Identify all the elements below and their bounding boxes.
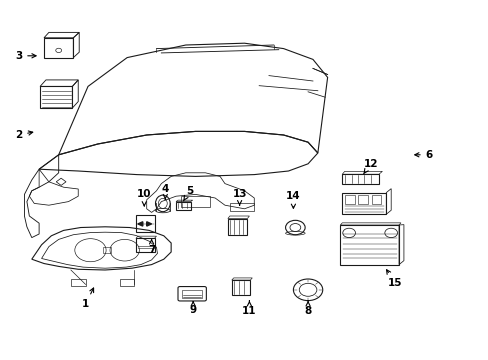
Bar <box>71 279 85 286</box>
Bar <box>340 225 398 265</box>
Bar <box>120 279 134 286</box>
Text: 4: 4 <box>161 184 169 199</box>
Bar <box>136 238 154 252</box>
Bar <box>358 195 367 204</box>
Text: 14: 14 <box>285 191 300 208</box>
Bar <box>342 193 386 214</box>
Text: 6: 6 <box>414 150 432 160</box>
Text: 3: 3 <box>15 51 36 61</box>
Polygon shape <box>146 222 151 226</box>
Bar <box>371 195 381 204</box>
Text: 5: 5 <box>183 186 193 201</box>
Text: 8: 8 <box>304 301 311 316</box>
Bar <box>102 247 111 253</box>
Text: 9: 9 <box>189 302 196 315</box>
Text: 12: 12 <box>363 159 377 174</box>
Polygon shape <box>138 222 142 226</box>
Text: 13: 13 <box>232 189 246 205</box>
Bar <box>227 219 247 235</box>
Bar <box>176 202 190 210</box>
Bar <box>345 195 354 204</box>
Text: 7: 7 <box>147 239 155 255</box>
Text: 2: 2 <box>15 130 33 140</box>
Bar <box>342 174 378 184</box>
Text: 15: 15 <box>386 270 402 288</box>
Bar <box>44 38 73 58</box>
Bar <box>136 215 154 232</box>
Text: 1: 1 <box>82 288 93 309</box>
Bar <box>231 280 250 295</box>
Text: 11: 11 <box>242 301 256 316</box>
Text: 10: 10 <box>137 189 151 206</box>
Bar <box>40 86 72 108</box>
Bar <box>182 290 202 298</box>
